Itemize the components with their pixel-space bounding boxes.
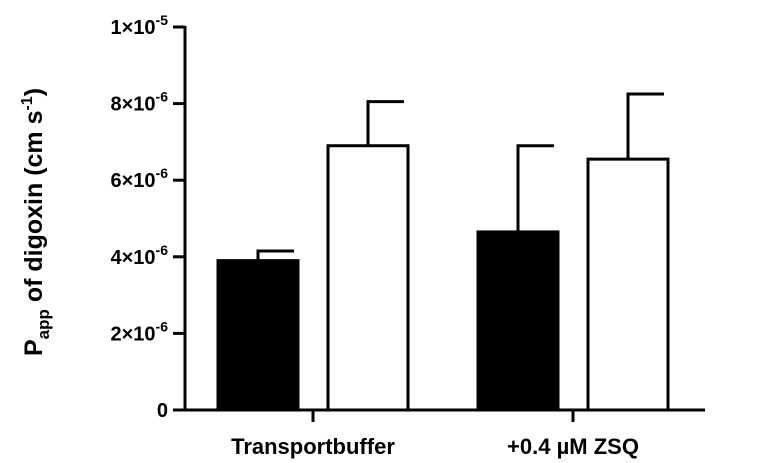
- error-bar-layer: [256, 92, 664, 261]
- y-axis-title-subscript: app: [34, 309, 53, 339]
- svg-text:Papp of digoxin (cm s-1): Papp of digoxin (cm s-1): [19, 88, 53, 356]
- y-tick-label-exponent: -6: [156, 318, 169, 334]
- y-axis-title-rest: of digoxin (cm s: [20, 111, 48, 310]
- y-axis-title-close: ): [20, 88, 48, 96]
- y-tick-label-mantissa: 2×10: [110, 323, 155, 345]
- y-tick-label-exponent: -6: [156, 242, 169, 258]
- y-tick-label: 4×10-6: [110, 242, 168, 269]
- y-tick-label-exponent: -6: [156, 165, 169, 181]
- x-category-label: Transportbuffer: [231, 434, 395, 459]
- bar: [586, 157, 670, 412]
- y-tick-label-mantissa: 6×10: [110, 170, 155, 192]
- x-axis: Transportbuffer +0.4 µM ZSQ: [183, 408, 705, 459]
- y-tick-label: 8×10-6: [110, 89, 168, 116]
- y-tick-label-mantissa: 0: [157, 400, 168, 422]
- y-axis-title-main: P: [20, 339, 48, 356]
- y-tick-label: 6×10-6: [110, 165, 168, 192]
- bar: [476, 230, 560, 412]
- bar: [326, 144, 410, 412]
- y-axis-title: Papp of digoxin (cm s-1): [19, 88, 53, 356]
- bar: [216, 259, 300, 412]
- y-axis-title-superscript: -1: [19, 96, 36, 110]
- y-axis: 02×10-64×10-66×10-68×10-61×10-5: [110, 12, 187, 422]
- y-tick-label-mantissa: 8×10: [110, 94, 155, 116]
- y-tick-label: 2×10-6: [110, 318, 168, 345]
- y-tick-label-mantissa: 1×10: [110, 17, 155, 39]
- bar-layer: [216, 144, 670, 412]
- y-tick-label-exponent: -5: [156, 12, 169, 28]
- y-tick-label-mantissa: 4×10: [110, 247, 155, 269]
- y-tick-label: 0: [157, 400, 168, 422]
- y-tick-label: 1×10-5: [110, 12, 168, 39]
- x-category-label: +0.4 µM ZSQ: [507, 434, 639, 459]
- y-tick-label-exponent: -6: [156, 89, 169, 105]
